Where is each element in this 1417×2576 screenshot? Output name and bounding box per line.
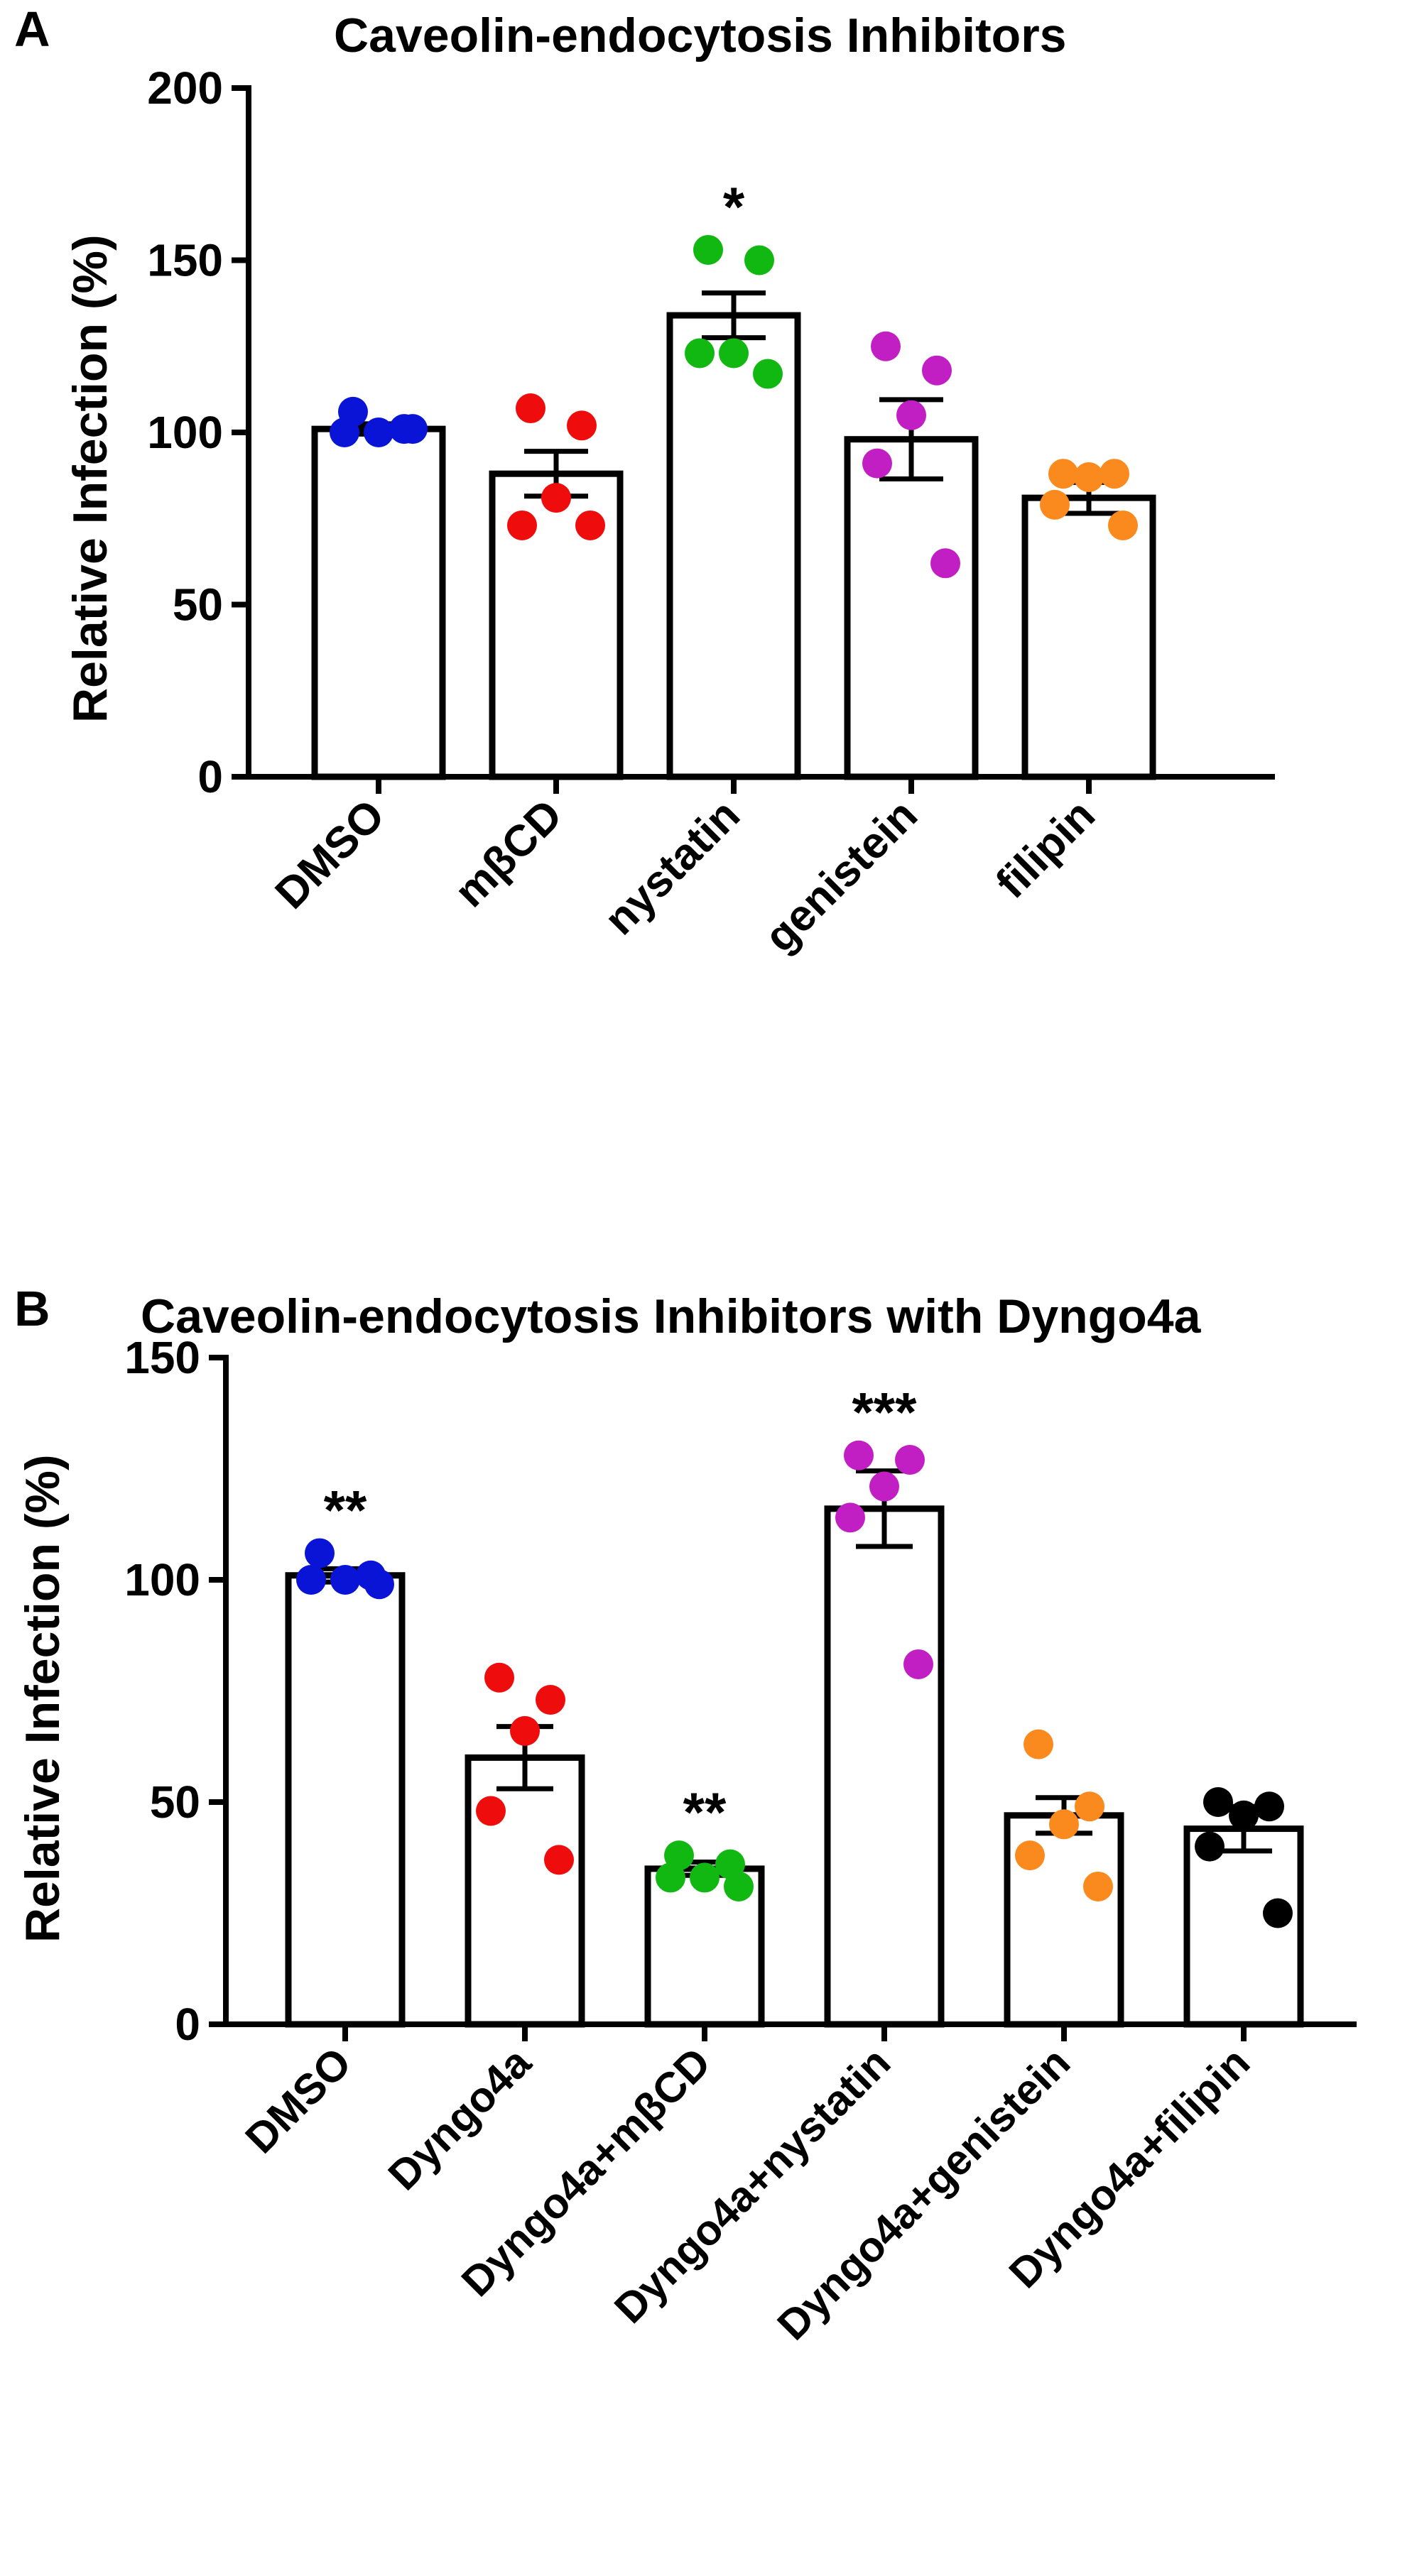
panel-b-xtick-label: Dyngo4a <box>379 2038 541 2199</box>
panel-b-ytick-label: 150 <box>124 1332 200 1383</box>
panel-a-data-point <box>364 417 393 447</box>
panel-a-data-point <box>567 410 597 441</box>
panel-a-data-point <box>398 414 428 444</box>
panel-b-data-point <box>895 1444 925 1475</box>
panel-b-ytick-label: 100 <box>124 1554 200 1605</box>
panel-a-letter: A <box>14 1 50 57</box>
panel-a-ytick-label: 200 <box>147 62 223 114</box>
panel-b-xtick-label: Dyngo4a+genistein <box>769 2039 1080 2349</box>
panel-b-data-point <box>690 1862 720 1893</box>
panel-b-data-point <box>844 1440 874 1470</box>
panel-b-data-point <box>1049 1809 1079 1840</box>
panel-b-data-point <box>536 1685 565 1715</box>
panel-b-data-point <box>656 1862 685 1893</box>
panel-a-data-point <box>1100 459 1129 489</box>
panel-a-data-point <box>719 338 749 369</box>
panel-b-bar <box>824 1505 945 2028</box>
panel-b-data-point <box>364 1569 394 1600</box>
panel-b-data-point <box>1015 1840 1045 1871</box>
panel-a-data-point <box>1074 462 1104 493</box>
panel-b-data-point <box>296 1565 326 1595</box>
panel-a-data-point <box>1108 510 1138 540</box>
panel-b-data-point <box>724 1871 754 1901</box>
panel-a: A Caveolin-endocytosis Inhibitors Relati… <box>0 0 1417 1278</box>
panel-a-ytick-label: 0 <box>197 751 223 802</box>
panel-b-data-point <box>484 1662 514 1693</box>
panel-a-data-point <box>896 400 926 430</box>
panel-b: B Caveolin-endocytosis Inhibitors with D… <box>0 1278 1417 2576</box>
panel-b-data-point <box>1075 1791 1104 1822</box>
panel-b-significance: *** <box>852 1381 917 1443</box>
panel-b-bar <box>285 1572 406 2028</box>
panel-a-data-point <box>1040 489 1070 520</box>
panel-b-significance: ** <box>324 1478 367 1541</box>
panel-a-data-point <box>541 483 571 513</box>
panel-a-ytick-label: 50 <box>173 579 223 631</box>
panel-b-data-point <box>544 1845 574 1875</box>
panel-a-bar <box>311 425 446 780</box>
panel-b-data-point <box>835 1502 865 1533</box>
panel-b-data-point <box>903 1649 933 1679</box>
panel-a-xtick-label: DMSO <box>266 790 394 918</box>
panel-b-data-point <box>1024 1729 1053 1759</box>
panel-a-data-point <box>862 448 892 479</box>
panel-b-data-point <box>1195 1831 1225 1862</box>
panel-a-xtick-label: mβCD <box>445 790 572 917</box>
panel-a-data-point <box>871 331 901 361</box>
panel-b-data-point <box>305 1538 335 1568</box>
panel-b-significance: ** <box>683 1781 727 1843</box>
panel-a-significance: * <box>723 175 745 238</box>
panel-b-data-point <box>869 1471 899 1502</box>
panel-a-xtick-label: nystatin <box>595 790 749 944</box>
panel-b-data-point <box>1263 1898 1293 1928</box>
panel-b-letter: B <box>14 1281 50 1336</box>
panel-a-data-point <box>330 417 359 447</box>
panel-b-ytick-label: 0 <box>175 1999 200 2050</box>
panel-a-data-point <box>930 548 960 579</box>
panel-a-bar <box>666 312 801 780</box>
panel-a-data-point <box>507 510 537 540</box>
panel-a-data-point <box>922 355 952 386</box>
panel-a-chart: 0 50 100 150 200 DMSO mβCD * nystatin genistein fi… <box>147 62 1275 961</box>
panel-a-bar <box>844 436 979 780</box>
panel-a-title: Caveolin-endocytosis Inhibitors <box>334 9 1067 62</box>
panel-a-xtick-label: genistein <box>756 790 927 961</box>
panel-b-data-point <box>476 1796 506 1826</box>
panel-b-title: Caveolin-endocytosis Inhibitors with Dyn… <box>141 1289 1201 1343</box>
panel-a-bar <box>1021 494 1156 780</box>
panel-a-data-point <box>516 393 545 424</box>
panel-b-data-point <box>1083 1871 1113 1901</box>
panel-b-data-point <box>1229 1800 1259 1830</box>
panel-a-ytick-label: 100 <box>147 407 223 458</box>
panel-b-data-point <box>330 1565 360 1595</box>
panel-a-data-point <box>685 338 715 369</box>
panel-b-xtick-label: DMSO <box>237 2039 361 2163</box>
panel-b-data-point <box>510 1715 540 1746</box>
panel-a-data-point <box>693 234 723 265</box>
panel-a-data-point <box>753 359 783 389</box>
panel-a-data-point <box>575 510 605 540</box>
panel-a-xtick-label: filipin <box>987 790 1104 908</box>
panel-a-data-point <box>1048 459 1078 489</box>
panel-b-ytick-label: 50 <box>150 1777 200 1828</box>
panel-a-data-point <box>744 245 774 275</box>
panel-b-data-point <box>1203 1787 1233 1817</box>
panel-b-data-point <box>1254 1791 1284 1822</box>
panel-a-ytick-label: 150 <box>147 235 223 286</box>
